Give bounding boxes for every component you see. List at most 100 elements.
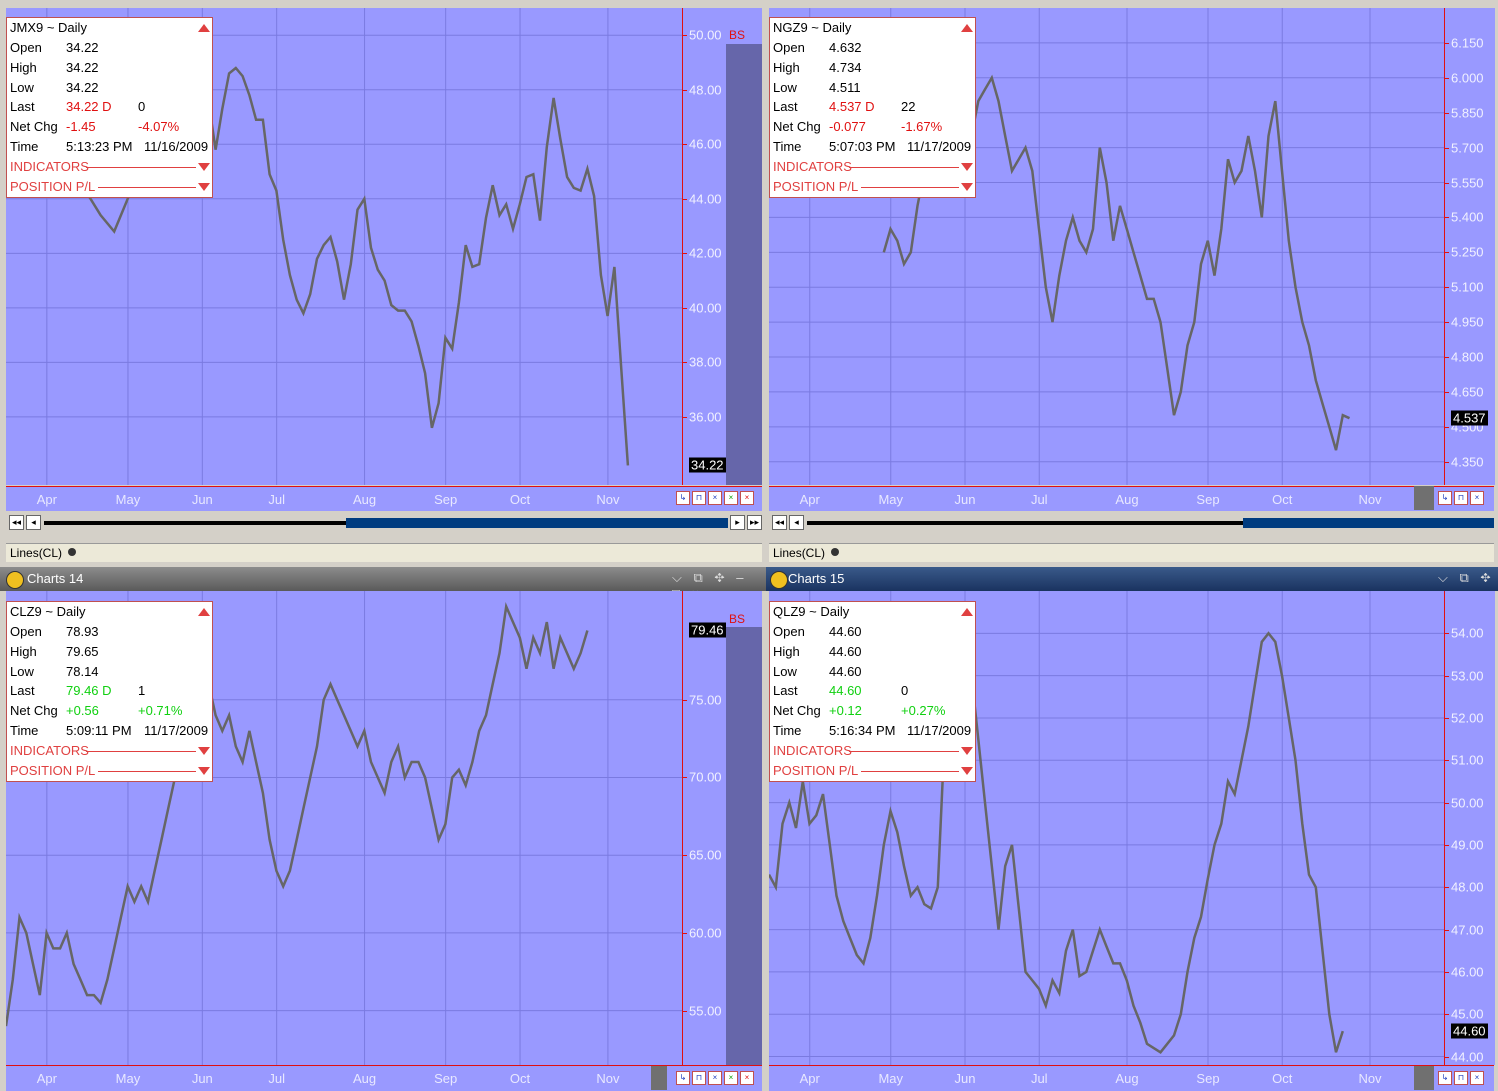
y-tick-mark <box>1445 971 1449 973</box>
expand-icon[interactable] <box>961 163 973 171</box>
collapse-icon[interactable] <box>961 24 973 32</box>
chart-tool-icon[interactable]: × <box>740 491 754 505</box>
expand-icon[interactable] <box>198 747 210 755</box>
open-label: Open <box>10 40 42 55</box>
open-value: 34.22 <box>66 40 99 55</box>
x-tick-label: Jun <box>191 1071 213 1086</box>
y-tick-mark <box>1445 287 1449 289</box>
netchg-pct: -4.07% <box>138 119 180 134</box>
time-value: 5:09:11 PM <box>66 723 132 738</box>
window-titlebar[interactable]: Charts 15 ⌵ ⧉ ✥ – <box>766 567 1498 601</box>
low-value: 34.22 <box>66 80 99 95</box>
indicators-label: INDICATORS <box>773 743 852 758</box>
y-tick-label: 48.00 <box>1451 879 1484 895</box>
y-tick-label: 49.00 <box>1451 837 1484 853</box>
y-tick-mark <box>1445 844 1449 846</box>
position-row[interactable]: POSITION P/L <box>773 761 973 780</box>
price-line-clz9 <box>6 601 589 1027</box>
expand-icon[interactable] <box>198 183 210 191</box>
scroll-right-button[interactable]: ▸ <box>730 515 745 530</box>
netchg-pct: -1.67% <box>901 119 943 134</box>
scroll-thumb[interactable] <box>346 518 728 528</box>
last-label: Last <box>10 683 35 698</box>
price-axis[interactable]: 6.150 6.000 5.850 5.700 5.550 5.400 5.250 5.100… <box>1444 8 1495 485</box>
quote-info-box[interactable]: CLZ9 ~ Daily Open 78.93 High 79.65 Low 78.1… <box>6 601 213 782</box>
chart-tool-icon[interactable]: × <box>708 491 722 505</box>
y-tick-label: 51.00 <box>1451 752 1484 768</box>
position-row[interactable]: POSITION P/L <box>773 177 973 196</box>
position-row[interactable]: POSITION P/L <box>10 177 210 196</box>
chart-tool-icon[interactable]: ↳ <box>1438 1071 1452 1085</box>
lines-row: Lines(CL) <box>769 543 1494 562</box>
chart-tool-icon[interactable]: ⊓ <box>1454 491 1468 505</box>
expand-icon[interactable] <box>198 767 210 775</box>
quote-info-box[interactable]: QLZ9 ~ Daily Open 44.60 High 44.60 Low 44.6… <box>769 601 976 782</box>
price-chart-jmx9 <box>6 8 682 485</box>
chart-tool-icon[interactable]: × <box>724 1071 738 1085</box>
expand-icon[interactable] <box>961 767 973 775</box>
time-axis[interactable]: Apr May Jun Jul Aug Sep Oct Nov <box>769 1065 1494 1091</box>
y-tick-label: 48.00 <box>689 82 722 98</box>
indicators-row[interactable]: INDICATORS <box>773 741 973 760</box>
chart-window-clz9: Charts 14 ⌵ ⧉ ✥ – □ × 75.00 70.00 65.00 60.… <box>0 567 766 1091</box>
x-tick-label: Aug <box>1115 1071 1139 1086</box>
y-tick-mark <box>1445 42 1449 44</box>
time-axis[interactable]: Apr May Jun Jul Aug Sep Oct Nov <box>769 486 1494 511</box>
expand-icon[interactable] <box>961 747 973 755</box>
last-value: 79.46 D <box>66 683 112 698</box>
chart-tool-icon[interactable]: × <box>1470 1071 1484 1085</box>
scroll-start-button[interactable]: ◂◂ <box>9 515 24 530</box>
chart-tool-icon[interactable]: × <box>1470 491 1484 505</box>
y-tick-mark <box>1445 1014 1449 1016</box>
time-scrollbar[interactable]: ◂◂ ◂ ▸ ▸▸ <box>6 512 762 534</box>
collapse-icon[interactable] <box>198 24 210 32</box>
y-tick-label: 47.00 <box>1451 922 1484 938</box>
time-axis[interactable]: Apr May Jun Jul Aug Sep Oct Nov <box>6 486 762 511</box>
scroll-left-button[interactable]: ◂ <box>26 515 41 530</box>
chart-tool-icon[interactable]: ↳ <box>676 491 690 505</box>
scroll-track[interactable] <box>807 521 1494 525</box>
scroll-start-button[interactable]: ◂◂ <box>772 515 787 530</box>
position-row[interactable]: POSITION P/L <box>10 761 210 780</box>
x-tick-label: Oct <box>509 492 531 507</box>
last-label: Last <box>773 683 798 698</box>
chart-tool-icon[interactable]: ⊓ <box>692 1071 706 1085</box>
chart-tool-icon[interactable]: ⊓ <box>1454 1071 1468 1085</box>
chart-tool-icon[interactable]: × <box>740 1071 754 1085</box>
expand-icon[interactable] <box>961 183 973 191</box>
y-tick-label: 60.00 <box>689 925 722 941</box>
time-axis[interactable]: Apr May Jun Jul Aug Sep Oct Nov <box>6 1065 762 1091</box>
quote-info-box[interactable]: JMX9 ~ Daily Open 34.22 High 34.22 Low 34.2… <box>6 17 213 198</box>
lines-label[interactable]: Lines(CL) <box>10 546 63 560</box>
y-tick-mark <box>1445 182 1449 184</box>
indicators-row[interactable]: INDICATORS <box>773 157 973 176</box>
y-tick-label: 4.350 <box>1451 454 1484 470</box>
window-titlebar[interactable]: Charts 14 ⌵ ⧉ ✥ – □ × <box>0 567 766 601</box>
chart-tool-icon[interactable]: × <box>708 1071 722 1085</box>
lines-label[interactable]: Lines(CL) <box>773 546 826 560</box>
price-axis[interactable]: 75.00 70.00 65.00 60.00 55.00 79.46 <box>682 591 727 1065</box>
x-tick-label: Jul <box>268 492 285 507</box>
chart-tool-icon[interactable]: × <box>724 491 738 505</box>
low-label: Low <box>10 80 34 95</box>
chart-tool-icon[interactable]: ⊓ <box>692 491 706 505</box>
quote-info-box[interactable]: NGZ9 ~ Daily Open 4.632 High 4.734 Low 4.51… <box>769 17 976 198</box>
scroll-thumb[interactable] <box>1243 518 1494 528</box>
time-scrollbar[interactable]: ◂◂ ◂ <box>769 512 1494 534</box>
x-tick-label: Oct <box>1272 492 1293 507</box>
high-value: 4.734 <box>829 60 862 75</box>
divider <box>849 167 959 168</box>
indicators-row[interactable]: INDICATORS <box>10 741 210 760</box>
expand-icon[interactable] <box>198 163 210 171</box>
collapse-icon[interactable] <box>961 608 973 616</box>
indicators-label: INDICATORS <box>10 743 89 758</box>
chart-tool-icon[interactable]: ↳ <box>676 1071 690 1085</box>
chart-tool-icon[interactable]: ↳ <box>1438 491 1452 505</box>
scroll-end-button[interactable]: ▸▸ <box>747 515 762 530</box>
collapse-icon[interactable] <box>198 608 210 616</box>
status-dot-icon <box>831 548 839 556</box>
indicators-row[interactable]: INDICATORS <box>10 157 210 176</box>
scroll-left-button[interactable]: ◂ <box>789 515 804 530</box>
price-axis[interactable]: 54.00 53.00 52.00 51.00 50.00 49.00 48.00 47.00… <box>1444 591 1495 1065</box>
price-axis[interactable]: 50.00 48.00 46.00 44.00 42.00 40.00 38.00 36.00… <box>682 8 727 485</box>
